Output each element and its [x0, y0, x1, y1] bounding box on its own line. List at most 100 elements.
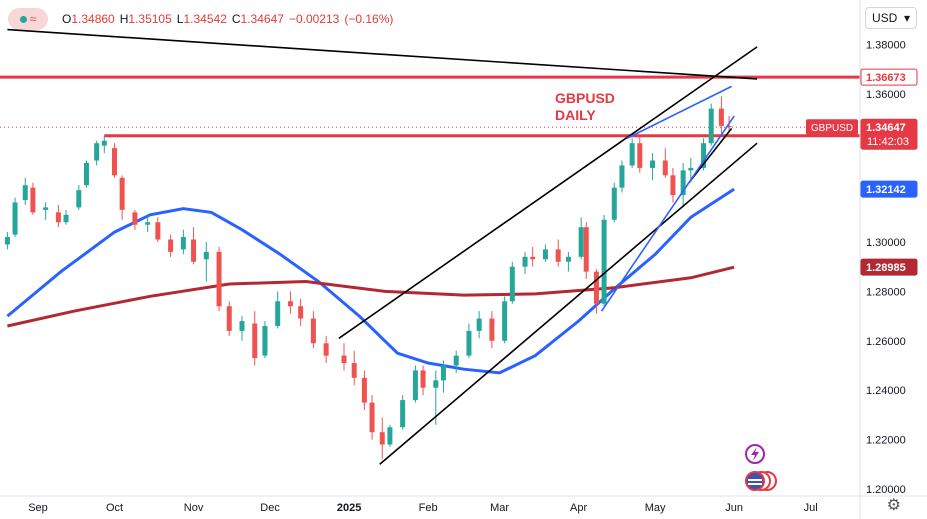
time-tick-label: Apr	[570, 502, 587, 514]
candle-body	[180, 237, 186, 250]
high-label: H	[119, 12, 129, 26]
candle-body	[4, 237, 10, 245]
price-tick-label: 1.36000	[866, 89, 906, 101]
countdown-timer: 11:42:03	[867, 136, 909, 148]
price-tick-label: 1.26000	[866, 336, 906, 348]
candle-body	[565, 256, 571, 262]
candle-body	[555, 249, 561, 262]
candle-body	[101, 140, 107, 146]
price-axis-label: 1.28985	[866, 262, 906, 274]
gear-icon[interactable]: ⚙	[886, 497, 901, 514]
candle-body	[341, 355, 347, 364]
candle-body	[379, 432, 385, 445]
price-tick-label: 1.28000	[866, 286, 906, 298]
candle-body	[726, 125, 732, 128]
trendline	[338, 46, 758, 339]
candle-body	[578, 227, 584, 257]
chart-header: ≈ O1.34860 H1.35105 L1.34542 C1.34647 −0…	[0, 0, 868, 38]
symbol-tag: GBPUSD	[811, 123, 853, 134]
price-axis-label-box	[860, 68, 918, 86]
candle-body	[369, 402, 375, 433]
candle-body	[502, 301, 508, 341]
moving-average-line	[6, 187, 735, 375]
candle-body	[650, 160, 656, 168]
open-label: O	[62, 12, 72, 26]
candle-body	[310, 318, 316, 344]
candle-body	[226, 306, 232, 331]
currency-selector[interactable]: USD ▾	[865, 7, 917, 29]
candle-body	[601, 219, 607, 304]
symbol-status-icon[interactable]: ≈	[8, 8, 48, 30]
candle-body	[55, 212, 61, 223]
chart-annotation: GBPUSD	[555, 90, 615, 106]
candle-body	[351, 363, 357, 378]
candle-body	[489, 318, 495, 341]
candle-body	[670, 175, 676, 196]
price-tick-label: 1.20000	[866, 484, 906, 496]
candle-body	[688, 167, 694, 171]
price-tick-label: 1.22000	[866, 435, 906, 447]
candle-body	[323, 343, 329, 356]
candle-body	[583, 227, 589, 272]
price-axis-label-box	[860, 258, 918, 276]
candle-body	[662, 160, 668, 176]
candle-body	[433, 380, 439, 388]
flag-stripe	[748, 483, 762, 485]
candle-body	[119, 177, 125, 210]
candle-body	[637, 143, 643, 168]
candle-body	[252, 323, 258, 359]
time-tick-label: Sep	[28, 502, 48, 514]
plot-area	[0, 28, 860, 465]
chart-annotation: DAILY	[555, 107, 596, 123]
candle-body	[22, 185, 28, 201]
close-label: C	[231, 12, 241, 26]
candle-body	[412, 370, 418, 401]
time-tick-label: Dec	[260, 502, 280, 514]
candle-body	[530, 256, 536, 260]
candle-body	[509, 266, 515, 302]
price-axis-label: 1.36673	[866, 72, 906, 84]
symbol-tag-box	[806, 119, 858, 136]
trendline	[626, 85, 732, 139]
high-value: 1.35105	[128, 12, 172, 26]
candle-body	[155, 222, 161, 240]
price-tick-label: 1.30000	[866, 237, 906, 249]
candle-body	[12, 202, 18, 235]
candle-body	[387, 427, 393, 445]
candle-body	[611, 187, 617, 220]
candle-body	[476, 318, 482, 331]
currency-label: USD	[872, 11, 898, 25]
candle-body	[466, 330, 472, 356]
low-label: L	[176, 12, 184, 26]
time-tick-label: Nov	[184, 502, 204, 514]
candle-body	[262, 325, 268, 356]
time-tick-label: 2025	[337, 502, 361, 514]
candle-body	[522, 256, 528, 267]
low-value: 1.34542	[183, 12, 227, 26]
candle-body	[239, 321, 245, 331]
time-tick-label: Jul	[804, 502, 818, 514]
ohlc-legend: O1.34860 H1.35105 L1.34542 C1.34647 −0.0…	[62, 12, 393, 26]
candle-body	[453, 355, 459, 366]
open-value: 1.34860	[71, 12, 115, 26]
price-tick-label: 1.24000	[866, 385, 906, 397]
trendline	[7, 28, 758, 80]
candle-body	[216, 251, 222, 307]
candle-body	[112, 148, 117, 176]
price-axis-label-box	[860, 180, 918, 198]
candle-body	[63, 214, 69, 223]
change-percent: (−0.16%)	[344, 12, 394, 26]
candle-body	[420, 370, 426, 388]
candle-body	[298, 306, 304, 319]
candle-body	[132, 212, 138, 225]
moving-average-line	[7, 265, 735, 328]
candle-body	[619, 165, 625, 188]
lightning-glyph	[751, 447, 759, 461]
candle-body	[94, 143, 100, 161]
time-tick-label: May	[645, 502, 666, 514]
flag-stripe	[748, 479, 762, 481]
trendline	[379, 142, 758, 465]
candle-body	[191, 239, 197, 262]
time-tick-label: Jun	[725, 502, 743, 514]
